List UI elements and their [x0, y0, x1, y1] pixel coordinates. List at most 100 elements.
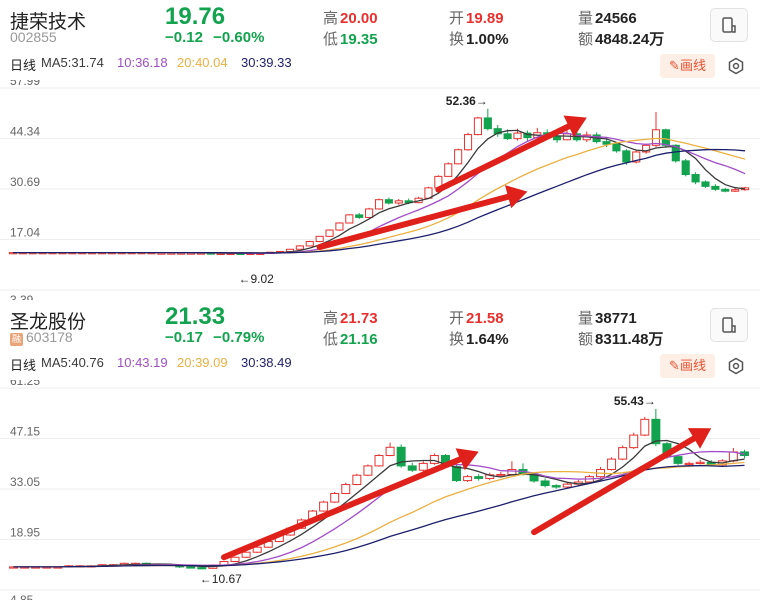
ma30-value: 30:38.49 [241, 355, 292, 370]
candle [325, 229, 334, 237]
candle [365, 208, 374, 218]
amount-label: 额 [578, 31, 594, 48]
last-price: 21.33 [165, 303, 226, 330]
candle [673, 456, 683, 464]
kline-chart[interactable]: 61.25 47.15 33.05 18.95 4.85 55.43→ ←10.67 [0, 380, 760, 600]
candle [612, 143, 621, 152]
candle [186, 566, 196, 569]
device-switch-button[interactable] [710, 308, 748, 342]
candle [661, 129, 670, 146]
candle [507, 468, 517, 475]
candle [315, 235, 324, 242]
candle [629, 434, 639, 449]
max-price-label: 55.43→ [614, 394, 656, 408]
ma10-value: 10:36.18 [117, 55, 168, 70]
trend-arrow-head [563, 115, 587, 138]
gear-icon [728, 57, 744, 75]
candle [562, 483, 572, 488]
y-tick-label: 4.85 [10, 593, 34, 600]
candle [384, 199, 393, 204]
ma5-line [12, 129, 746, 255]
y-tick-label: 61.25 [10, 380, 40, 388]
ma30-line [12, 148, 746, 254]
gear-icon [728, 357, 744, 375]
y-tick-label: 30.69 [10, 175, 40, 189]
turnover-value: 1.00% [466, 31, 509, 48]
candle [651, 418, 661, 445]
candle [640, 418, 650, 436]
volume: 量 38771 [578, 307, 637, 328]
trend-arrow [220, 456, 464, 561]
device-switch-button[interactable] [710, 8, 748, 42]
candle [711, 185, 720, 190]
candle [394, 200, 403, 204]
low-value: 21.16 [340, 331, 378, 348]
ma30-line [13, 464, 745, 568]
candle [551, 485, 561, 488]
stock-name[interactable]: 圣龙股份 [10, 312, 87, 333]
candle [701, 181, 710, 187]
candle [651, 129, 661, 146]
amount-value: 4848.24万 [595, 31, 665, 48]
turnover-rate: 换 1.00% [449, 28, 509, 49]
period-label[interactable]: 日线 [10, 58, 37, 73]
candle [305, 240, 314, 247]
candle [295, 245, 304, 250]
high-label: 高 [323, 10, 339, 27]
chart-settings-button[interactable] [727, 57, 745, 75]
phone-icon [722, 17, 736, 33]
kline-chart[interactable]: 57.99 44.34 30.69 17.04 3.39 52.36→ ←9.02 [0, 80, 760, 300]
candle [503, 133, 512, 140]
stock-name[interactable]: 捷荣技术 [10, 12, 87, 33]
chart-settings-button[interactable] [727, 357, 745, 375]
open-price: 开 19.89 [449, 7, 504, 28]
candle [618, 447, 628, 460]
high-price: 高 20.00 [323, 7, 378, 28]
trend-arrow-head [505, 185, 528, 209]
high-value: 20.00 [340, 10, 378, 27]
candle [230, 556, 240, 563]
last-price: 19.76 [165, 3, 226, 30]
draw-line-label: 画线 [679, 358, 706, 373]
volume-label: 量 [578, 310, 594, 327]
high-value: 21.73 [340, 310, 378, 327]
amount: 额 8311.48万 [578, 328, 663, 349]
margin-badge: 融 [10, 333, 23, 346]
volume-label: 量 [578, 10, 594, 27]
low-label: 低 [323, 331, 339, 348]
ma10-line [13, 450, 745, 568]
y-tick-label: 3.39 [10, 293, 34, 300]
period-label[interactable]: 日线 [10, 358, 37, 373]
ma-legend: 日线 MA5:40.76 10:43.19 20:39.09 30:38.49 [0, 352, 760, 374]
turnover-label: 换 [449, 331, 465, 348]
candle [632, 151, 641, 163]
stock-code-text: 002855 [10, 29, 57, 45]
volume-value: 38771 [595, 310, 637, 327]
draw-line-button[interactable]: ✎画线 [660, 54, 715, 78]
y-tick-label: 18.95 [10, 526, 40, 540]
stock-code: 002855 [10, 29, 57, 45]
ma5-line [13, 439, 745, 568]
min-price-label: ←10.67 [200, 572, 242, 586]
turnover-rate: 换 1.64% [449, 328, 509, 349]
open-value: 19.89 [466, 10, 504, 27]
candle [602, 141, 611, 145]
candle [553, 135, 562, 141]
high-price: 高 21.73 [323, 307, 378, 328]
draw-line-button[interactable]: ✎画线 [660, 354, 715, 378]
open-label: 开 [449, 310, 465, 327]
stock-code: 融 603178 [10, 329, 73, 346]
stock-code-text: 603178 [26, 329, 73, 345]
amount-value: 8311.48万 [595, 331, 664, 348]
candle [540, 480, 550, 487]
trend-arrow [316, 193, 512, 251]
candle [684, 462, 694, 466]
candle [671, 144, 680, 162]
y-tick-label: 33.05 [10, 475, 40, 489]
candle [695, 461, 705, 465]
candle [496, 473, 506, 477]
candle [418, 462, 428, 471]
candle [721, 188, 730, 192]
phone-icon [722, 317, 736, 333]
